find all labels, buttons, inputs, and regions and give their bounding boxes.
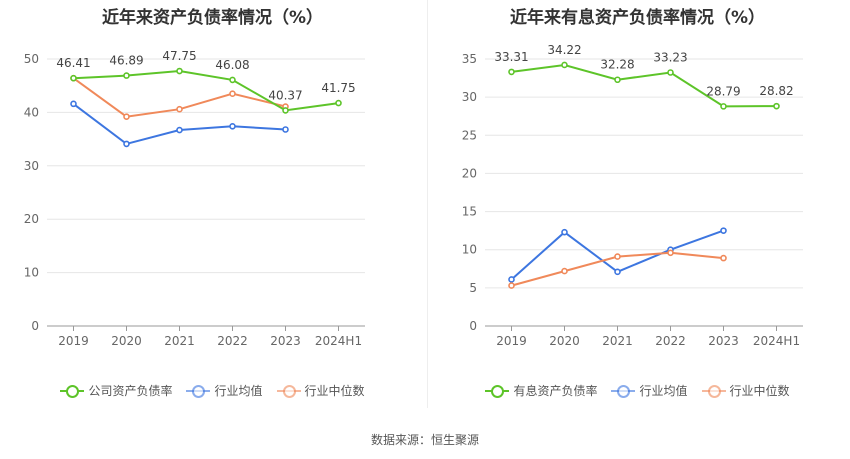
legend-line-marker-icon xyxy=(186,384,211,398)
legend-item[interactable]: 行业均值 xyxy=(611,382,688,399)
data-point xyxy=(667,249,674,257)
x-tick-label: 2019 xyxy=(58,334,89,348)
data-point xyxy=(282,107,289,114)
data-point xyxy=(561,228,568,236)
data-point xyxy=(508,282,515,289)
data-label: 33.31 xyxy=(494,50,528,64)
y-tick-label: 0 xyxy=(31,319,39,333)
legend-line-marker-icon xyxy=(276,384,301,398)
data-label: 32.28 xyxy=(600,58,634,72)
x-tick-label: 2023 xyxy=(270,334,301,348)
plot-area: 0 5 10 15 20 25 30 35 2019 2020 2021 2022 2023 2024H1… xyxy=(462,43,803,348)
data-label: 28.82 xyxy=(759,84,793,98)
legend-label: 行业均值 xyxy=(214,384,263,398)
y-tick-label: 25 xyxy=(462,128,477,142)
legend-label: 有息资产负债率 xyxy=(513,384,598,398)
legend-label: 行业中位数 xyxy=(729,384,790,398)
data-label: 46.89 xyxy=(109,54,143,68)
chart-title: 近年来资产负债率情况（%） xyxy=(101,8,324,28)
data-point xyxy=(773,102,780,110)
data-point xyxy=(614,268,621,276)
y-tick-label: 20 xyxy=(24,212,39,226)
legend-item[interactable]: 行业中位数 xyxy=(276,382,365,399)
data-point xyxy=(720,227,727,234)
data-label: 28.79 xyxy=(706,84,740,98)
y-tick-label: 30 xyxy=(462,90,477,104)
y-tick-label: 0 xyxy=(469,319,477,333)
y-tick-label: 40 xyxy=(24,105,39,119)
legend-label: 行业中位数 xyxy=(304,384,365,398)
data-point xyxy=(561,61,568,69)
data-label: 46.08 xyxy=(215,58,249,72)
chart-right: 近年来有息资产负债率情况（%） 0 5 10 15 20 25 30 35 2019 2020 20… xyxy=(425,0,850,410)
data-label: 47.75 xyxy=(162,49,196,63)
chart-title: 近年来有息资产负债率情况（%） xyxy=(509,8,766,28)
legend: 有息资产负债率 行业均值 行业中位数 xyxy=(425,382,850,399)
data-point xyxy=(229,122,236,130)
legend-line-marker-icon xyxy=(701,384,726,398)
data-point xyxy=(176,67,183,75)
legend-label: 行业均值 xyxy=(639,384,688,398)
x-tick-label: 2021 xyxy=(164,334,195,348)
y-tick-label: 50 xyxy=(24,52,39,66)
x-tick-label: 2021 xyxy=(602,334,633,348)
data-point xyxy=(176,126,183,134)
data-label: 34.22 xyxy=(547,43,581,57)
legend-line-marker-icon xyxy=(611,384,636,398)
data-label: 33.23 xyxy=(653,51,687,65)
y-tick-label: 30 xyxy=(24,159,39,173)
data-point xyxy=(614,253,621,260)
data-point xyxy=(70,100,77,108)
data-label: 41.75 xyxy=(321,81,355,95)
x-tick-label: 2020 xyxy=(111,334,142,348)
data-point xyxy=(70,74,77,82)
data-label: 46.41 xyxy=(56,56,90,70)
y-tick-label: 35 xyxy=(462,52,477,66)
x-tick-label: 2024H1 xyxy=(753,334,800,348)
y-tick-label: 5 xyxy=(469,281,477,295)
y-tick-label: 10 xyxy=(462,243,477,257)
data-point xyxy=(614,76,621,84)
source-label: 数据来源：恒生聚源 xyxy=(370,433,479,447)
series-line xyxy=(73,69,339,112)
data-point xyxy=(229,76,236,84)
x-tick-label: 2019 xyxy=(496,334,527,348)
series-line xyxy=(511,63,777,108)
legend-line-marker-icon xyxy=(60,384,85,398)
legend-label: 公司资产负债率 xyxy=(88,384,173,398)
chart-left: 近年来资产负债率情况（%） 0 10 20 30 40 50 2019 2020 2021 202… xyxy=(0,0,425,410)
y-tick-label: 20 xyxy=(462,166,477,180)
data-point xyxy=(720,103,727,110)
legend-item[interactable]: 行业均值 xyxy=(186,382,263,399)
x-tick-label: 2022 xyxy=(217,334,248,348)
data-point xyxy=(229,90,236,98)
legend-item[interactable]: 行业中位数 xyxy=(701,382,790,399)
x-tick-label: 2024H1 xyxy=(315,334,362,348)
plot-area: 0 10 20 30 40 50 2019 2020 2021 2022 2023 2024H1 46.… xyxy=(24,49,365,348)
legend-item[interactable]: 有息资产负债率 xyxy=(485,382,597,399)
legend-item[interactable]: 公司资产负债率 xyxy=(60,382,172,399)
data-point xyxy=(123,140,130,148)
data-label: 40.37 xyxy=(268,88,302,102)
x-tick-label: 2020 xyxy=(549,334,580,348)
data-point xyxy=(508,68,515,76)
legend-line-marker-icon xyxy=(485,384,510,398)
data-point xyxy=(123,72,130,79)
panel-divider xyxy=(427,0,428,408)
data-point xyxy=(335,99,342,107)
x-tick-label: 2022 xyxy=(655,334,686,348)
data-point xyxy=(720,254,727,262)
data-point xyxy=(508,276,515,283)
y-tick-label: 10 xyxy=(24,266,39,280)
y-tick-label: 15 xyxy=(462,205,477,219)
data-point xyxy=(561,267,568,275)
data-point xyxy=(123,113,130,120)
legend: 公司资产负债率 行业均值 行业中位数 xyxy=(0,382,425,399)
data-point xyxy=(667,69,674,76)
data-point xyxy=(176,105,183,113)
data-point xyxy=(282,126,289,133)
x-tick-label: 2023 xyxy=(708,334,739,348)
